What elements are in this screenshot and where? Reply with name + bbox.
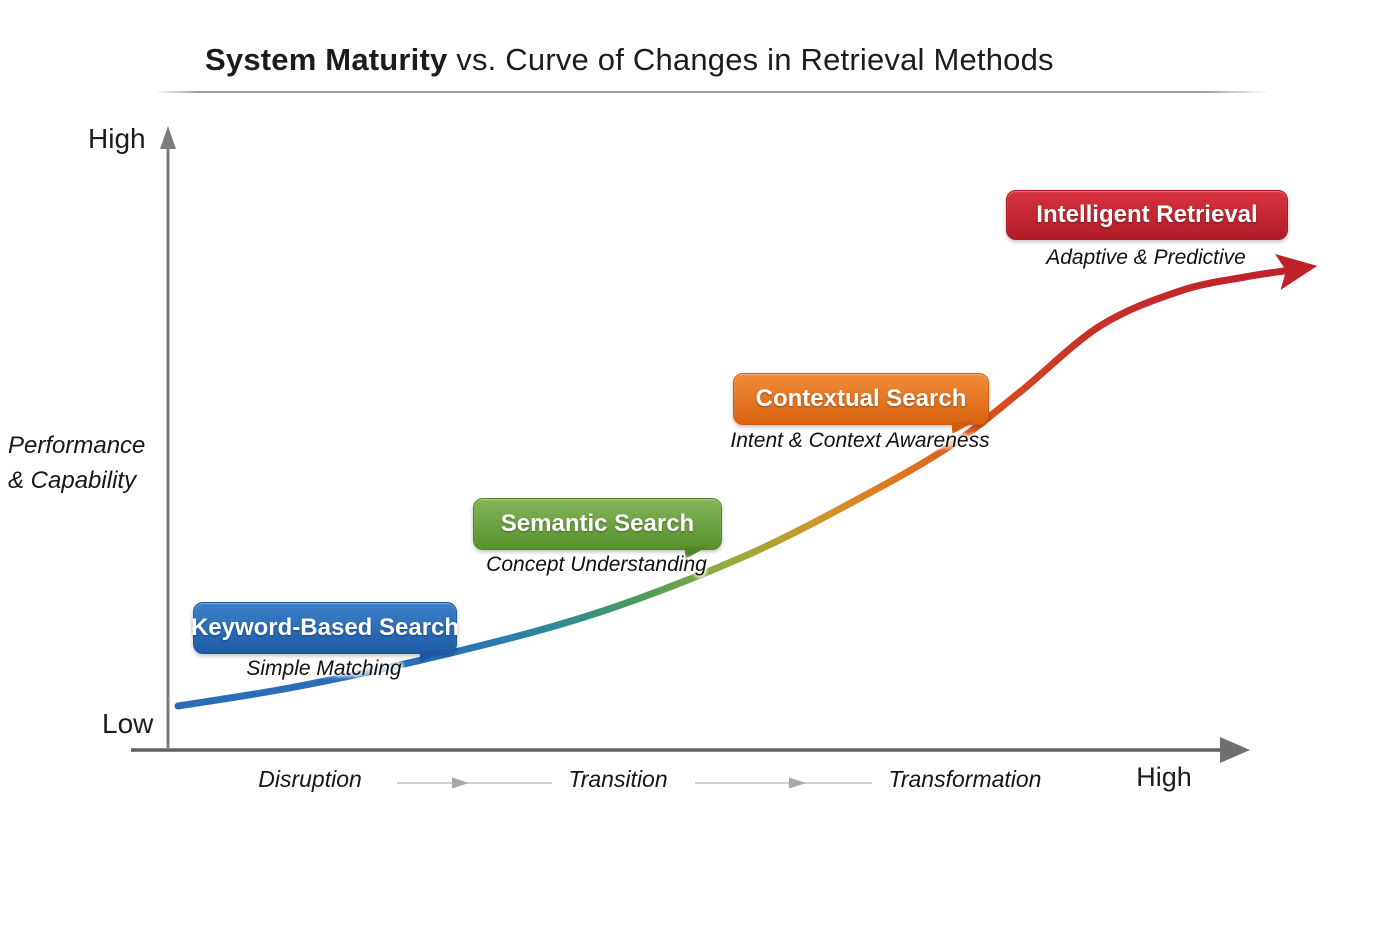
stage-subtitle-contextual: Intent & Context Awareness (730, 429, 990, 452)
maturity-s-curve (174, 253, 1318, 710)
x-axis-stage-disruption: Disruption (258, 766, 362, 792)
x-axis-high-label: High (1136, 762, 1192, 792)
y-axis-title-line1: Performance (8, 432, 146, 459)
stage-subtitle-semantic: Concept Understanding (486, 553, 707, 576)
y-axis-title-line2: & Capability (8, 467, 137, 494)
stage-box-keyword-based-search: Keyword-Based Search (190, 602, 460, 663)
page-title: System Maturity vs. Curve of Changes in … (205, 42, 1054, 78)
y-axis-title: Performance & Capability (8, 428, 145, 498)
y-axis-arrowhead-icon (160, 126, 176, 149)
stage-label: Keyword-Based Search (190, 614, 460, 641)
stage-label: Semantic Search (500, 510, 695, 537)
y-axis-low-label: Low (102, 708, 154, 739)
stage-label: Contextual Search (755, 385, 967, 412)
title-rest: vs. Curve of Changes in Retrieval Method… (447, 42, 1054, 77)
stage-subtitle-intelligent: Adaptive & Predictive (1046, 246, 1246, 269)
x-axis-stage-transformation: Transformation (888, 766, 1042, 792)
x-axis-arrowhead-icon (1220, 737, 1250, 763)
stage-subtitle-keyword: Simple Matching (246, 657, 402, 680)
stage-box-semantic-search: Semantic Search (473, 498, 722, 559)
stage-box-intelligent-retrieval: Intelligent Retrieval (1006, 190, 1288, 240)
stage-box-contextual-search: Contextual Search (733, 373, 989, 434)
title-emphasis: System Maturity (205, 42, 448, 77)
title-divider (155, 91, 1270, 93)
x-axis-stage-transition: Transition (568, 766, 668, 792)
stage-label: Intelligent Retrieval (1036, 201, 1258, 228)
stage-connector-arrowhead-2-icon (789, 777, 806, 789)
y-axis-high-label: High (88, 123, 146, 154)
stage-connector-arrowhead-1-icon (452, 777, 469, 789)
